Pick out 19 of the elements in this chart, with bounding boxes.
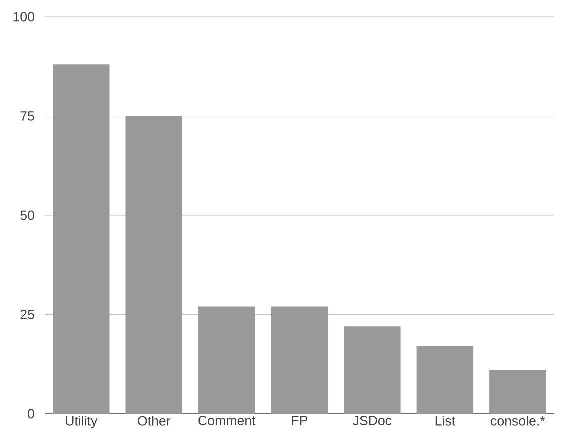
- bar: [416, 346, 474, 414]
- bar: [198, 306, 256, 414]
- x-tick-label: console.*: [491, 416, 546, 426]
- bar: [126, 116, 183, 414]
- bar: [490, 370, 546, 414]
- y-tick-label: 100: [14, 12, 34, 22]
- bar: [271, 306, 328, 414]
- bar: [53, 64, 110, 414]
- x-tick-label: JSDoc: [352, 416, 392, 426]
- x-tick-label: FP: [292, 416, 308, 426]
- x-tick-label: Utility: [66, 416, 98, 428]
- x-tick-label: List: [436, 416, 456, 426]
- y-tick-label: 25: [20, 310, 34, 320]
- y-tick-label: 75: [20, 112, 34, 121]
- x-tick-label: Other: [138, 416, 171, 426]
- bar: [344, 326, 401, 414]
- y-tick-label: 50: [20, 210, 34, 220]
- x-tick-label: Comment: [198, 416, 256, 426]
- y-tick-label: 0: [28, 409, 34, 419]
